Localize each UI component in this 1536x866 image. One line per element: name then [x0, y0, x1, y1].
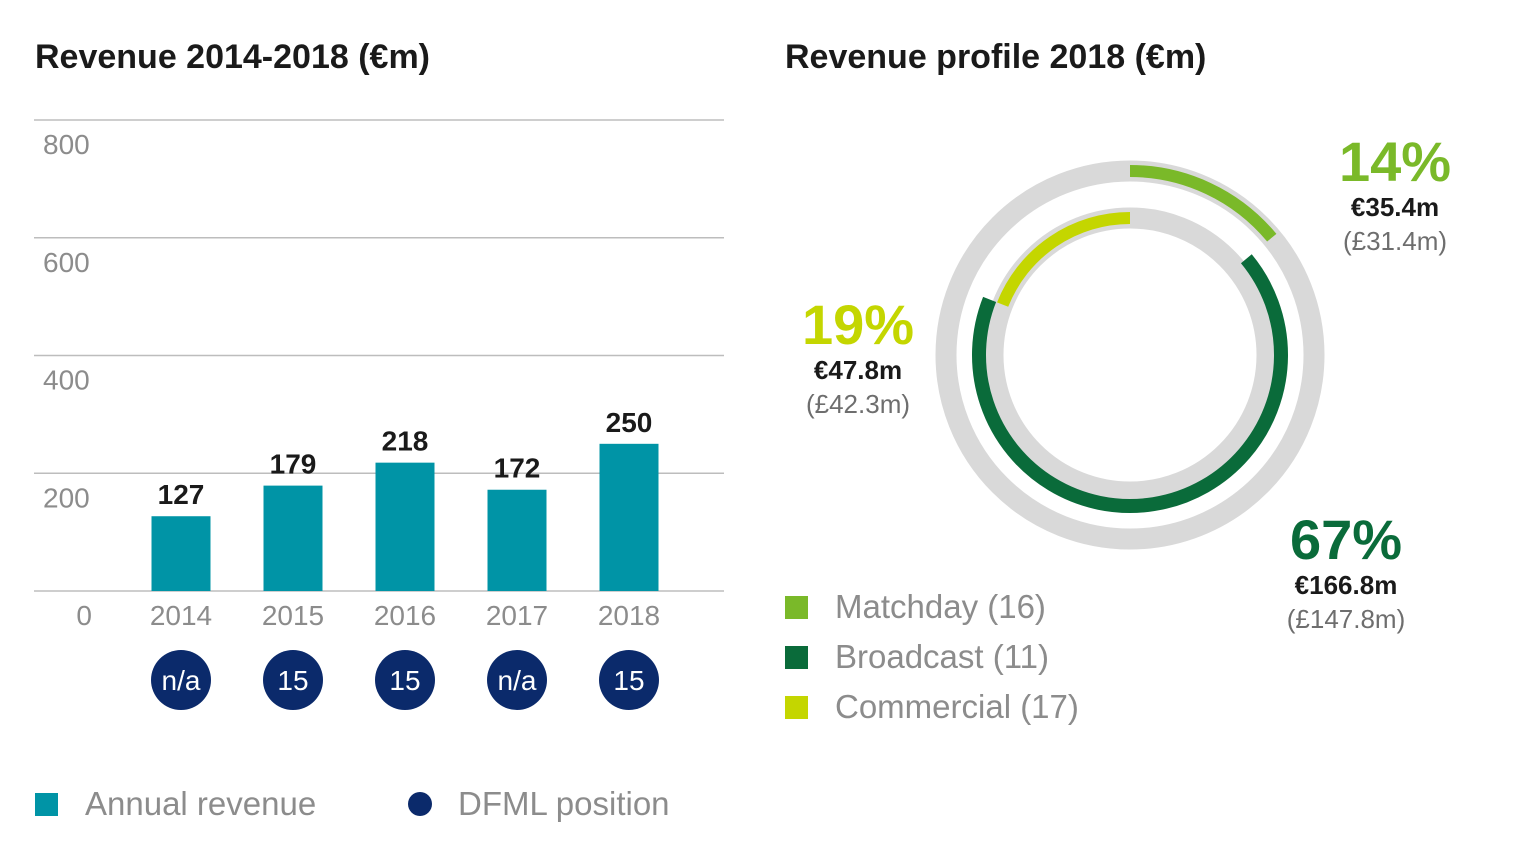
eur-broadcast: €166.8m	[1294, 570, 1398, 600]
pct-broadcast: 67%	[1289, 508, 1403, 571]
dfml-position-label: n/a	[162, 665, 201, 696]
x-tick-label: 2015	[262, 600, 324, 631]
pct-matchday: 14%	[1338, 130, 1452, 193]
dfml-position-marker	[599, 650, 659, 710]
dfml-position-label: 15	[277, 665, 308, 696]
gbp-matchday: (£31.4m)	[1342, 226, 1448, 256]
bar-chart-title: Revenue 2014-2018 (€m)	[35, 38, 431, 76]
y-tick-label: 800	[43, 129, 90, 160]
eur-matchday: €35.4m	[1350, 192, 1440, 222]
legend-marker-dfml-position	[408, 792, 432, 816]
dfml-position-marker	[151, 650, 211, 710]
x-tick-label: 2017	[486, 600, 548, 631]
x-tick-label: 2018	[598, 600, 660, 631]
legend-label-matchday: Matchday (16)	[835, 588, 1046, 625]
slice-broadcast	[972, 254, 1288, 513]
legend-label-annual-revenue: Annual revenue	[85, 785, 317, 822]
slice-commercial	[997, 212, 1131, 307]
revenue-bar	[375, 462, 435, 591]
revenue-bar-chart: 0 200 400 600 800 127 2014 n/a 179 2015 15 218 2016 1…	[34, 119, 724, 710]
dfml-position-marker	[375, 650, 435, 710]
x-tick-label: 2014	[150, 600, 212, 631]
legend-label-commercial: Commercial (17)	[835, 688, 1079, 725]
dfml-position-label: 15	[613, 665, 644, 696]
label-commercial: 19% €47.8m (£42.3m)	[778, 297, 938, 421]
legend-dfml-position: DFML position	[408, 785, 670, 823]
bar-data-label: 172	[494, 453, 541, 484]
x-tick-label: 2016	[374, 600, 436, 631]
bar-data-label: 179	[270, 449, 317, 480]
revenue-bar	[151, 516, 211, 591]
donut-chart-title: Revenue profile 2018 (€m)	[785, 38, 1207, 76]
y-tick-label: 600	[43, 247, 90, 278]
legend-annual-revenue: Annual revenue	[35, 785, 316, 823]
legend-swatch-matchday	[785, 595, 808, 619]
legend-swatch-commercial	[785, 695, 808, 719]
eur-commercial: €47.8m	[813, 355, 903, 385]
revenue-bar	[487, 489, 547, 591]
y-tick-label: 400	[43, 365, 90, 396]
dfml-position-label: 15	[389, 665, 420, 696]
gbp-commercial: (£42.3m)	[805, 389, 911, 419]
legend-matchday: Matchday (16)	[785, 588, 1046, 626]
pct-commercial: 19%	[801, 293, 915, 356]
legend-label-dfml-position: DFML position	[458, 785, 670, 822]
legend-swatch-annual-revenue	[35, 792, 58, 816]
revenue-profile-donut	[935, 160, 1325, 550]
gbp-broadcast: (£147.8m)	[1286, 604, 1406, 634]
y-tick-label: 200	[43, 482, 90, 513]
bar-data-label: 127	[158, 479, 205, 510]
bar-data-label: 218	[382, 426, 429, 457]
dfml-position-marker	[263, 650, 323, 710]
slice-matchday	[1129, 165, 1277, 242]
bar-data-label: 250	[606, 407, 653, 438]
legend-label-broadcast: Broadcast (11)	[835, 638, 1049, 675]
legend-commercial: Commercial (17)	[785, 688, 1079, 726]
revenue-bar	[263, 485, 323, 591]
legend-swatch-broadcast	[785, 645, 808, 669]
label-broadcast: 67% €166.8m (£147.8m)	[1256, 512, 1436, 636]
label-matchday: 14% €35.4m (£31.4m)	[1315, 134, 1475, 258]
revenue-bar	[599, 443, 659, 591]
y-tick-label: 0	[76, 600, 92, 631]
legend-broadcast: Broadcast (11)	[785, 638, 1049, 676]
dfml-position-label: n/a	[498, 665, 537, 696]
dfml-position-marker	[487, 650, 547, 710]
